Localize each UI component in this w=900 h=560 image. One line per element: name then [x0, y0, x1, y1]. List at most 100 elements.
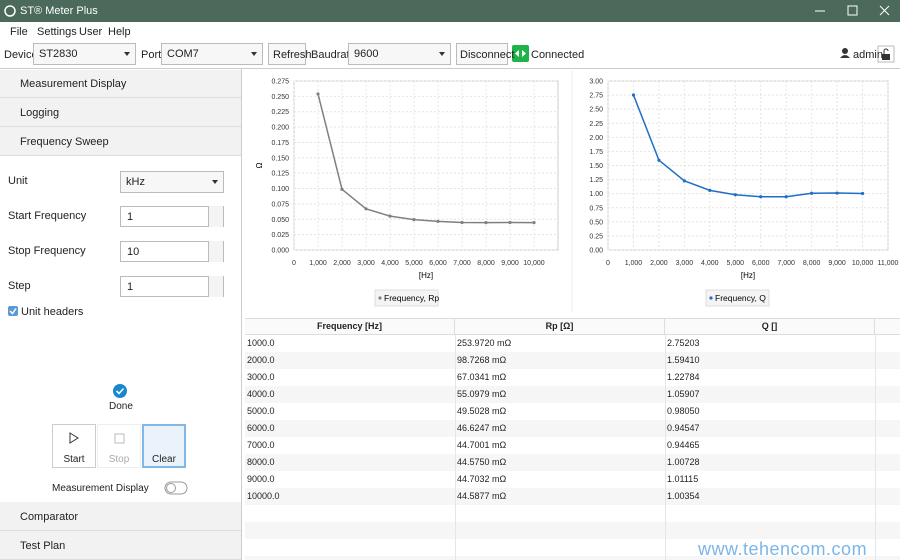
action-button[interactable]: [97, 424, 141, 468]
cell-border: [665, 420, 666, 437]
cell-border: [455, 471, 456, 488]
table-cell: 1.00354: [667, 491, 700, 501]
table-row: [245, 369, 900, 386]
cell-border: [665, 386, 666, 403]
table-cell: 0.94465: [667, 440, 700, 450]
data-point: [508, 220, 512, 225]
dropdown[interactable]: COM7: [161, 43, 263, 65]
table-row: [245, 488, 900, 505]
table-cell: 1.59410: [667, 355, 700, 365]
field-label: Stop Frequency: [8, 245, 86, 257]
y-tick-label: 2.25: [589, 121, 603, 128]
field-label: Unit: [8, 175, 28, 187]
status: Connected: [531, 49, 585, 61]
section-title[interactable]: Comparator: [20, 510, 79, 523]
dropdown[interactable]: kHz: [120, 171, 224, 193]
cell-border: [665, 522, 666, 539]
button[interactable]: Disconnect: [456, 43, 514, 65]
data-point: [316, 92, 320, 96]
section-title[interactable]: Measurement Display: [20, 78, 127, 90]
y-tick-label: 0.175: [271, 140, 289, 147]
table-cell: 44.7032 mΩ: [457, 474, 507, 484]
menu-item[interactable]: User: [79, 26, 103, 38]
table-cell: 44.7001 mΩ: [457, 440, 507, 450]
menu-item[interactable]: File: [10, 26, 28, 38]
data-point: [484, 221, 488, 225]
table-cell: 55.0979 mΩ: [457, 389, 507, 399]
cell-border: [875, 352, 876, 369]
table-cell: 2.75203: [667, 338, 700, 348]
cell-border: [455, 454, 456, 471]
table-cell: 0.94547: [667, 423, 700, 433]
x-tick-label: 0: [292, 260, 296, 267]
section-title[interactable]: Frequency Sweep: [20, 135, 109, 148]
dropdown-arrow: [251, 52, 257, 56]
x-tick-label: 9,000: [501, 260, 519, 267]
y-tick-label: 0.25: [589, 233, 603, 240]
cell-border: [875, 505, 876, 522]
cell-border: [875, 437, 876, 454]
table-cell: 7000.0: [247, 440, 275, 450]
table-cell: 10000.0: [247, 491, 280, 501]
data-point: [412, 217, 416, 222]
menu-item[interactable]: Settings: [37, 26, 77, 38]
table-cell: 3000.0: [247, 372, 275, 382]
table-row: [245, 352, 900, 369]
action-label: Stop: [108, 454, 130, 465]
cell-border: [875, 386, 876, 403]
dropdown-arrow: [439, 52, 445, 56]
table-cell: 49.5028 mΩ: [457, 406, 507, 416]
cell-border: [875, 522, 876, 539]
data-point: [532, 220, 536, 225]
field-label: Step: [8, 280, 31, 292]
cell-border: [875, 471, 876, 488]
section-header: [0, 98, 241, 127]
checkbox-label[interactable]: Unit headers: [21, 306, 84, 318]
label: Port: [141, 49, 162, 61]
dropdown-arrow: [124, 52, 130, 56]
action-button[interactable]: [52, 424, 96, 468]
x-tick-label: 11,000: [878, 260, 899, 267]
section-title[interactable]: Test Plan: [20, 539, 66, 552]
menu-item[interactable]: Help: [108, 26, 131, 38]
x-tick-label: 3,000: [357, 260, 375, 267]
action-label: Clear: [152, 454, 176, 465]
cell-border: [455, 335, 456, 352]
data-point: [784, 195, 788, 199]
table-cell: 9000.0: [247, 474, 275, 484]
spinner-buttons[interactable]: [208, 241, 224, 262]
table-row: [245, 420, 900, 437]
x-tick-label: 7,000: [453, 260, 471, 267]
data-point: [733, 193, 737, 197]
data-point: [631, 93, 636, 97]
dropdown[interactable]: ST2830: [33, 43, 136, 65]
table-cell: 6000.0: [247, 423, 275, 433]
cell-border: [665, 437, 666, 454]
cell-border: [875, 420, 876, 437]
table-cell: 1.01115: [667, 474, 699, 484]
table-cell: 46.6247 mΩ: [457, 423, 507, 433]
spinner-buttons[interactable]: [208, 206, 224, 227]
user: admin: [853, 49, 883, 61]
cell-border: [665, 556, 666, 560]
table-cell: 1.00728: [667, 457, 700, 467]
y-tick-label: 0.100: [271, 186, 289, 193]
action-button[interactable]: [142, 424, 186, 468]
data-point: [436, 219, 440, 223]
watermark: www.tehencom.com: [698, 539, 868, 559]
cell-border: [875, 403, 876, 420]
data-point: [810, 191, 814, 195]
cell-border: [875, 556, 876, 560]
cell-border: [455, 539, 456, 556]
cell-border: [665, 471, 666, 488]
dropdown[interactable]: 9600: [348, 43, 451, 65]
cell-border: [875, 539, 876, 556]
button[interactable]: Refresh: [268, 43, 312, 65]
label: Device: [4, 49, 38, 61]
table-cell: 253.9720 mΩ: [457, 338, 512, 348]
y-tick-label: 1.75: [589, 149, 603, 156]
section-title[interactable]: Logging: [20, 106, 60, 119]
spinner-buttons[interactable]: [208, 276, 224, 297]
